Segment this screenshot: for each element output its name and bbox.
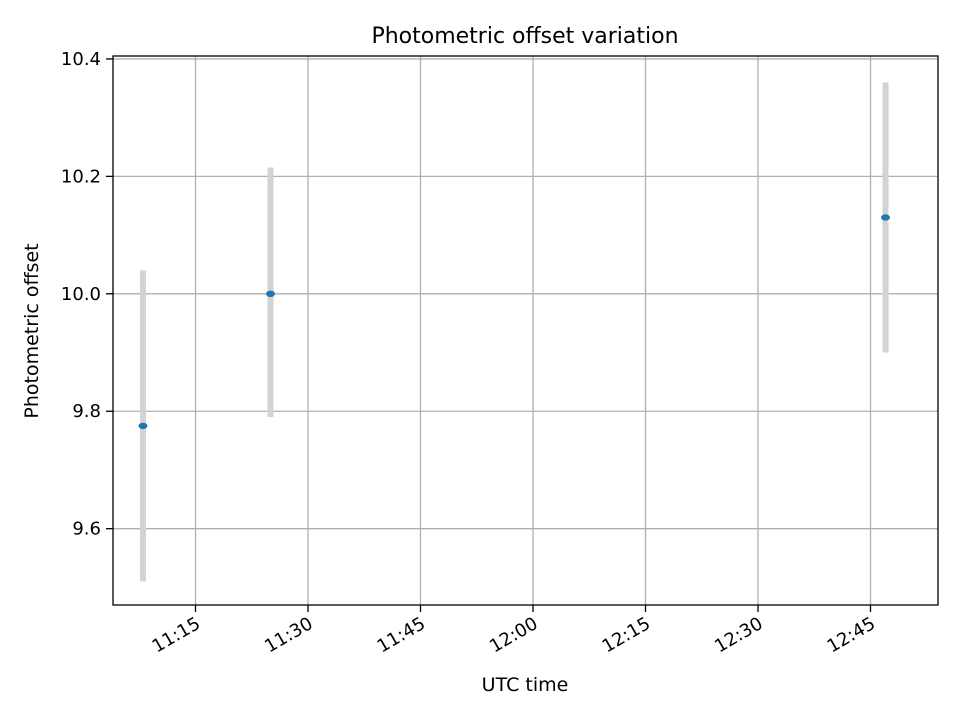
y-tick-label: 9.8 <box>72 401 101 422</box>
y-axis-label: Photometric offset <box>21 243 43 418</box>
x-axis-label: UTC time <box>482 674 569 696</box>
data-point <box>881 214 890 221</box>
y-tick-label: 10.0 <box>61 284 101 305</box>
y-tick-label: 10.2 <box>61 166 101 187</box>
plot-frame <box>112 55 939 606</box>
grid <box>113 56 938 605</box>
data-point <box>138 422 148 430</box>
chart-title: Photometric offset variation <box>371 24 678 49</box>
data-points <box>138 214 890 430</box>
y-tick-label: 10.4 <box>61 49 101 70</box>
y-tick-label: 9.6 <box>72 519 101 540</box>
data-point <box>266 290 275 298</box>
